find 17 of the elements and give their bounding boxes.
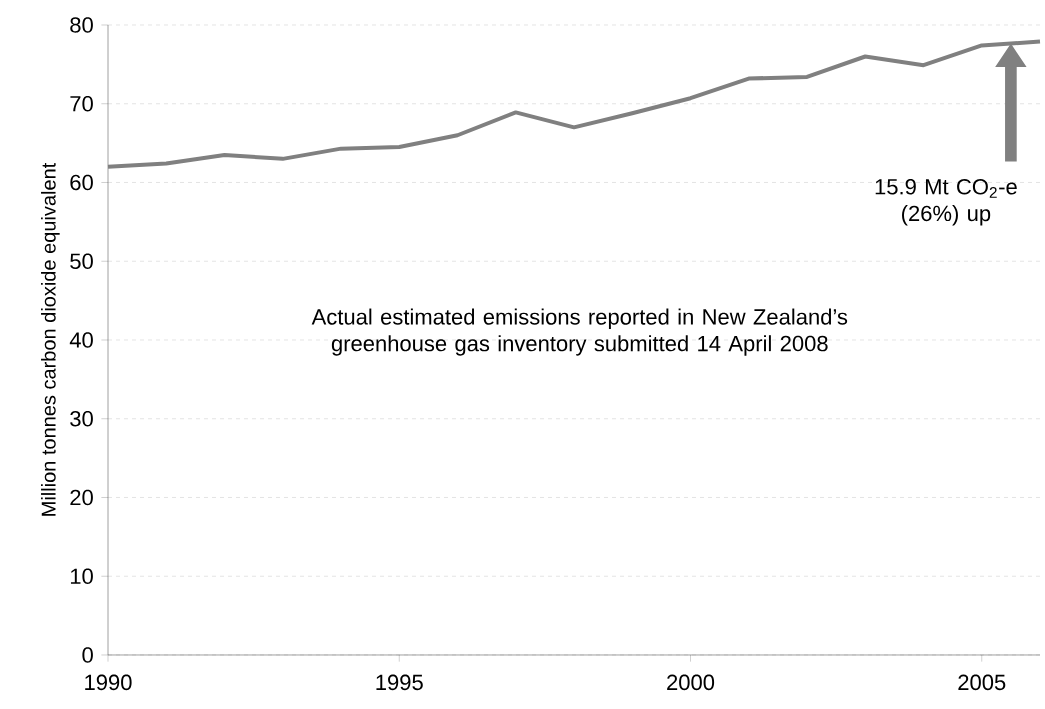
x-tick-label: 2000 xyxy=(667,674,715,691)
y-axis-title: Million tonnes carbon dioxide equivalent xyxy=(41,162,60,516)
x-tick-label: 1995 xyxy=(376,674,423,691)
y-tick-label: 40 xyxy=(69,332,93,348)
y-tick-label: 80 xyxy=(70,17,93,33)
annotation: 15.9 Mt CO$_{2}$-e (26%) up xyxy=(875,178,1017,226)
x-tick-label: 1990 xyxy=(85,674,132,691)
y-tick-label: 70 xyxy=(70,95,93,112)
x-tick-label: 2005 xyxy=(958,674,1006,691)
line-series xyxy=(106,39,1042,169)
y-tick-label: 30 xyxy=(70,410,93,427)
annotation: Actual estimated emissions reported in New Zealand’s greenhouse gas inventory submitted 14 April 2008 xyxy=(311,308,848,356)
y-tick-label: 10 xyxy=(70,568,93,585)
y-tick-label: 60 xyxy=(70,174,93,191)
y-tick-label: 50 xyxy=(70,253,93,270)
y-tick-label: 0 xyxy=(82,647,93,663)
y-tick-label: 20 xyxy=(70,489,93,506)
